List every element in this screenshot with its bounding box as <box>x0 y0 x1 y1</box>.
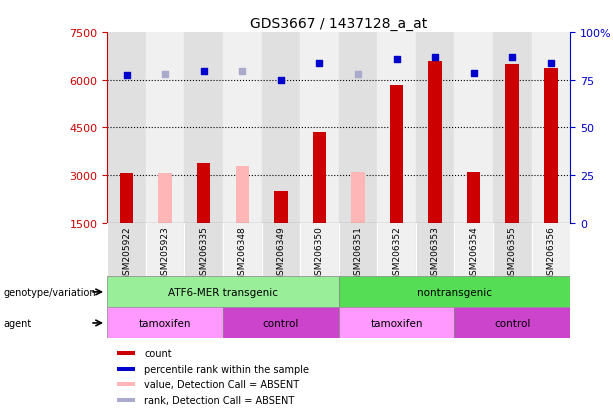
Point <box>237 69 247 75</box>
Bar <box>531 33 570 223</box>
Bar <box>338 33 377 223</box>
Bar <box>493 33 531 223</box>
Text: GSM206354: GSM206354 <box>469 225 478 280</box>
Text: GSM206355: GSM206355 <box>508 225 517 280</box>
Text: genotype/variation: genotype/variation <box>3 287 96 297</box>
Bar <box>197 163 210 223</box>
Bar <box>223 223 262 277</box>
Bar <box>300 223 338 277</box>
Text: GSM206335: GSM206335 <box>199 225 208 280</box>
Bar <box>146 223 185 277</box>
Bar <box>185 223 223 277</box>
Text: GSM205923: GSM205923 <box>161 225 170 280</box>
Bar <box>428 62 442 223</box>
Text: nontransgenic: nontransgenic <box>417 287 492 297</box>
Bar <box>454 33 493 223</box>
Bar <box>223 33 262 223</box>
Text: GSM206348: GSM206348 <box>238 225 247 280</box>
Bar <box>116 351 135 356</box>
Point <box>314 60 324 67</box>
Bar <box>467 173 481 223</box>
Text: GSM206351: GSM206351 <box>354 225 362 280</box>
Bar <box>338 277 570 308</box>
Bar <box>262 33 300 223</box>
Text: rank, Detection Call = ABSENT: rank, Detection Call = ABSENT <box>144 395 295 405</box>
Bar <box>454 223 493 277</box>
Text: GSM206350: GSM206350 <box>315 225 324 280</box>
Point <box>508 55 517 61</box>
Text: ATF6-MER transgenic: ATF6-MER transgenic <box>168 287 278 297</box>
Text: GSM206352: GSM206352 <box>392 225 401 280</box>
Point <box>160 71 170 78</box>
Bar <box>416 33 454 223</box>
Point <box>546 60 556 67</box>
Bar <box>313 133 326 223</box>
Bar <box>454 308 570 339</box>
Bar <box>351 173 365 223</box>
Text: tamoxifen: tamoxifen <box>139 318 191 328</box>
Text: GSM206356: GSM206356 <box>546 225 555 280</box>
Bar <box>146 33 185 223</box>
Bar <box>235 167 249 223</box>
Bar <box>300 33 338 223</box>
Bar <box>338 223 377 277</box>
Point <box>276 78 286 85</box>
Bar <box>116 398 135 402</box>
Bar <box>506 65 519 223</box>
Bar <box>377 223 416 277</box>
Bar <box>390 86 403 223</box>
Text: GSM206353: GSM206353 <box>430 225 440 280</box>
Bar <box>116 382 135 386</box>
Text: GSM205922: GSM205922 <box>122 225 131 280</box>
Title: GDS3667 / 1437128_a_at: GDS3667 / 1437128_a_at <box>250 17 427 31</box>
Bar <box>107 308 223 339</box>
Text: control: control <box>262 318 299 328</box>
Bar <box>120 173 133 223</box>
Text: percentile rank within the sample: percentile rank within the sample <box>144 364 310 374</box>
Bar <box>544 69 558 223</box>
Point <box>353 71 363 78</box>
Text: value, Detection Call = ABSENT: value, Detection Call = ABSENT <box>144 379 299 389</box>
Bar <box>158 173 172 223</box>
Bar <box>338 308 454 339</box>
Bar <box>493 223 531 277</box>
Bar <box>107 277 338 308</box>
Point <box>199 69 208 75</box>
Text: GSM206349: GSM206349 <box>276 225 285 280</box>
Point <box>430 55 440 61</box>
Bar <box>107 33 146 223</box>
Bar <box>531 223 570 277</box>
Bar <box>416 223 454 277</box>
Bar <box>107 223 146 277</box>
Text: count: count <box>144 348 172 358</box>
Text: agent: agent <box>3 318 31 328</box>
Bar <box>274 191 287 223</box>
Point <box>392 57 402 64</box>
Bar <box>116 367 135 371</box>
Bar <box>185 33 223 223</box>
Text: tamoxifen: tamoxifen <box>370 318 423 328</box>
Text: control: control <box>494 318 530 328</box>
Bar <box>377 33 416 223</box>
Point <box>469 71 479 77</box>
Bar <box>223 308 338 339</box>
Bar <box>262 223 300 277</box>
Point <box>121 72 131 79</box>
